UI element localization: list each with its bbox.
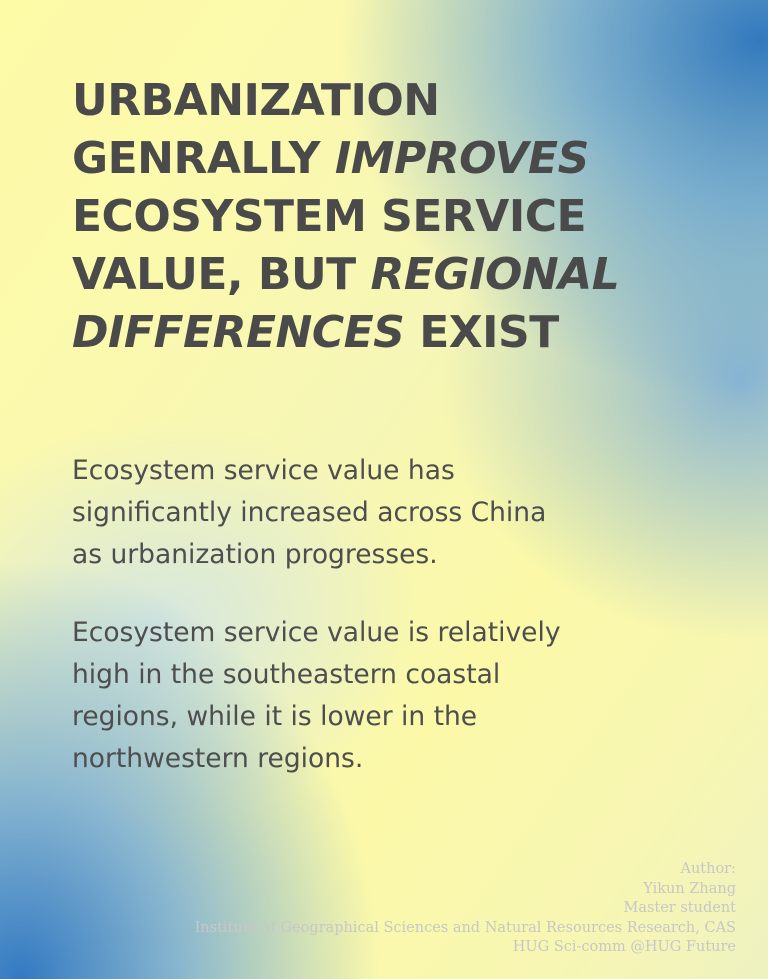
headline-line-2: GENRALLY IMPROVES [72,133,589,184]
headline: URBANIZATION GENRALLY IMPROVES ECOSYSTEM… [72,72,712,362]
paragraph-2-line-2: high in the southeastern coastal [72,659,501,690]
paragraph-1-line-1: Ecosystem service value has [72,455,455,486]
headline-line-4: VALUE, BUT REGIONAL [72,249,620,300]
paragraph-regional-differences: Ecosystem service value is relatively hi… [72,612,692,780]
headline-emphasis-differences: DIFFERENCES [72,307,405,358]
paragraph-2-line-4: northwestern regions. [72,743,364,774]
credits-institution: Institute of Geographical Sciences and N… [194,919,736,936]
credits-author-name: Yikun Zhang [643,880,736,897]
paragraph-1-line-2: significantly increased across China [72,497,547,528]
headline-emphasis-regional: REGIONAL [370,249,620,300]
headline-line-3: ECOSYSTEM SERVICE [72,191,587,242]
paragraph-2-line-3: regions, while it is lower in the [72,701,478,732]
credits-author-role: Master student [623,900,736,916]
author-credits: Author: Yikun Zhang Master student Insti… [195,860,736,958]
credits-publisher: HUG Sci-comm @HUG Future [512,939,736,955]
headline-line-1: URBANIZATION [72,75,440,126]
headline-emphasis-improves: IMPROVES [334,133,589,184]
paragraph-1-line-3: as urbanization progresses. [72,539,438,570]
headline-line-5: DIFFERENCES EXIST [72,307,559,358]
paragraph-2-line-1: Ecosystem service value is relatively [72,617,561,648]
credits-author-label: Author: [680,861,736,877]
paragraph-urbanization-increase: Ecosystem service value has significantl… [72,450,692,576]
